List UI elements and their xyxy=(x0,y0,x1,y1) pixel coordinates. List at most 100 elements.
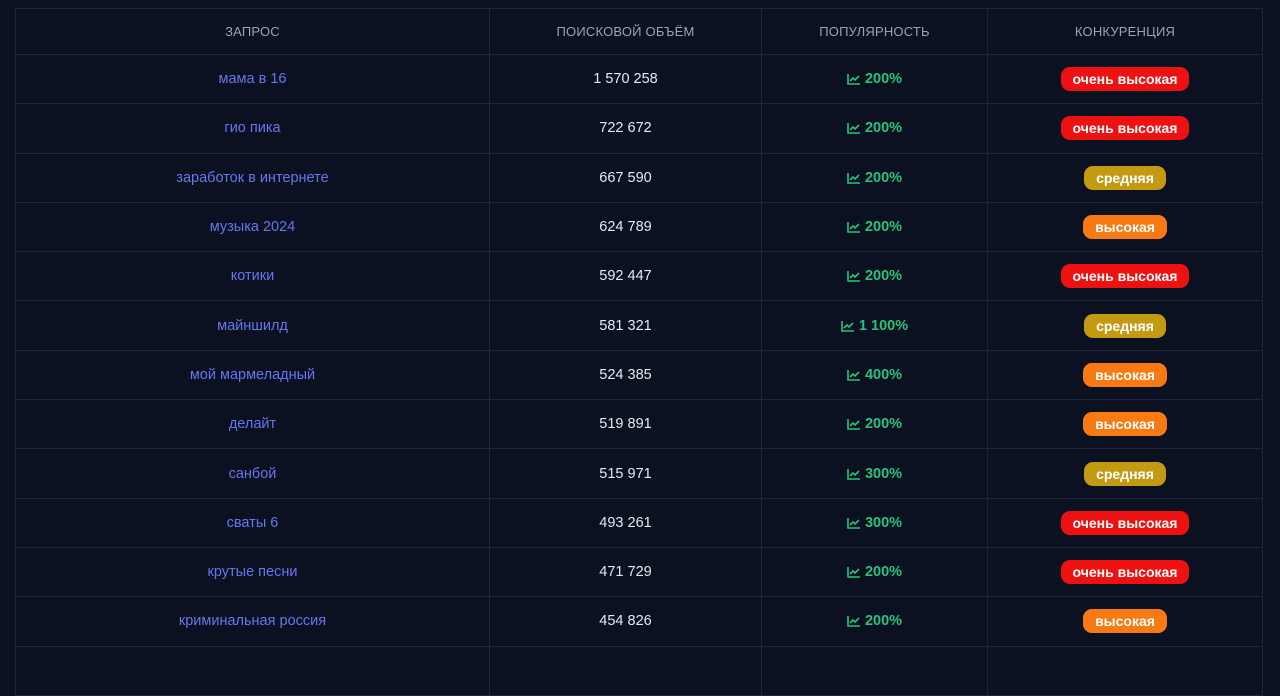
table-row: делайт 519 891 200% высокая xyxy=(15,399,1263,450)
search-volume: 471 729 xyxy=(599,564,652,581)
table-row: сваты 6 493 261 300% очень высокая xyxy=(15,497,1263,548)
popularity: 200% xyxy=(864,268,903,285)
popularity-cell: 200% xyxy=(761,546,988,598)
popularity: 200% xyxy=(864,613,903,630)
competition-badge: очень высокая xyxy=(1060,116,1190,141)
trend-icon xyxy=(847,74,860,85)
column-header: ЗАПРОС xyxy=(15,8,490,55)
query-cell: гио пика xyxy=(15,103,490,154)
volume-cell: 722 672 xyxy=(489,103,762,154)
table-row: мама в 16 1 570 258 200% очень высокая xyxy=(15,53,1263,105)
popularity-cell: 1 100% xyxy=(761,300,988,351)
query-cell: музыка 2024 xyxy=(15,201,490,253)
trend-icon xyxy=(847,567,860,578)
search-volume: 1 570 258 xyxy=(593,71,658,88)
competition-cell: высокая xyxy=(987,596,1263,647)
table-row: гио пика 722 672 200% очень высокая xyxy=(15,103,1263,154)
query-link[interactable]: мой мармеладный xyxy=(189,366,316,383)
search-volume: 667 590 xyxy=(599,169,652,186)
competition-cell: очень высокая xyxy=(987,546,1263,598)
trend-icon xyxy=(847,369,860,381)
query-link[interactable]: крутые песни xyxy=(207,564,298,581)
volume-cell: 592 447 xyxy=(489,251,762,302)
volume-cell: 667 590 xyxy=(489,152,762,203)
popularity: 200% xyxy=(864,219,903,236)
query-link[interactable]: криминальная россия xyxy=(178,613,327,630)
table-row: майншилд 581 321 1 100% средняя xyxy=(15,300,1263,351)
query-link[interactable]: заработок в интернете xyxy=(176,169,329,186)
volume-cell: 581 321 xyxy=(489,300,762,351)
query-link[interactable]: мама в 16 xyxy=(218,71,287,88)
competition-cell: очень высокая xyxy=(987,497,1263,548)
search-volume: 454 826 xyxy=(599,613,652,630)
competition-badge: средняя xyxy=(1084,461,1166,486)
popularity: 200% xyxy=(864,564,903,581)
competition-badge: очень высокая xyxy=(1060,560,1190,585)
popularity-cell: 200% xyxy=(761,399,988,450)
page: {"table": { "headers": ["ЗАПРОС", "ПОИСК… xyxy=(15,8,1263,696)
table-row: музыка 2024 624 789 200% высокая xyxy=(15,201,1263,253)
query-link[interactable]: гио пика xyxy=(224,120,281,137)
popularity-cell: 200% xyxy=(761,251,988,302)
query-cell: сваты 6 xyxy=(15,497,490,548)
popularity: 200% xyxy=(864,416,903,433)
volume-cell: 493 261 xyxy=(489,497,762,548)
table-row: мой мармеладный 524 385 400% высокая xyxy=(15,349,1263,401)
query-cell: мой мармеладный xyxy=(15,349,490,401)
query-cell: котики xyxy=(15,251,490,302)
volume-cell: 624 789 xyxy=(489,201,762,253)
volume-cell: 524 385 xyxy=(489,349,762,401)
competition-badge: высокая xyxy=(1083,609,1167,634)
competition-cell: средняя xyxy=(987,448,1263,499)
query-link[interactable]: майншилд xyxy=(217,317,288,334)
query-cell: криминальная россия xyxy=(15,596,490,647)
search-volume: 519 891 xyxy=(599,416,652,433)
popularity: 300% xyxy=(864,465,903,482)
query-link[interactable]: делайт xyxy=(228,416,277,433)
table-row: котики 592 447 200% очень высокая xyxy=(15,251,1263,302)
volume-cell: 519 891 xyxy=(489,399,762,450)
search-volume: 722 672 xyxy=(599,120,652,137)
column-header: КОНКУРЕНЦИЯ xyxy=(987,8,1263,55)
competition-cell: высокая xyxy=(987,399,1263,450)
empty-cell xyxy=(15,645,490,696)
volume-cell: 1 570 258 xyxy=(489,53,762,105)
trend-icon xyxy=(847,419,860,431)
competition-cell: средняя xyxy=(987,300,1263,351)
competition-cell: высокая xyxy=(987,349,1263,401)
popularity: 1 100% xyxy=(858,317,909,334)
trend-icon xyxy=(847,172,860,184)
trend-icon xyxy=(847,222,860,233)
query-cell: заработок в интернете xyxy=(15,152,490,203)
popularity-cell: 300% xyxy=(761,448,988,499)
trend-icon xyxy=(847,468,860,480)
query-cell: крутые песни xyxy=(15,546,490,598)
search-volume: 515 971 xyxy=(599,465,652,482)
trend-icon xyxy=(847,123,860,135)
competition-badge: высокая xyxy=(1083,412,1167,437)
search-volume: 592 447 xyxy=(599,268,652,285)
query-link[interactable]: котики xyxy=(230,268,275,285)
popularity-cell: 300% xyxy=(761,497,988,548)
query-cell: мама в 16 xyxy=(15,53,490,105)
query-cell: майншилд xyxy=(15,300,490,351)
popularity: 400% xyxy=(864,366,903,383)
column-header: ПОИСКОВОЙ ОБЪЁМ xyxy=(489,8,762,55)
popularity: 200% xyxy=(864,169,903,186)
search-volume: 581 321 xyxy=(599,317,652,334)
search-volume: 624 789 xyxy=(599,219,652,236)
trend-icon xyxy=(847,616,860,628)
popularity-cell: 400% xyxy=(761,349,988,401)
competition-cell: очень высокая xyxy=(987,53,1263,105)
popularity-cell: 200% xyxy=(761,201,988,253)
competition-cell: очень высокая xyxy=(987,103,1263,154)
competition-badge: очень высокая xyxy=(1060,510,1190,535)
query-link[interactable]: музыка 2024 xyxy=(209,219,296,236)
competition-cell: средняя xyxy=(987,152,1263,203)
empty-cell xyxy=(489,645,762,696)
query-link[interactable]: санбой xyxy=(228,465,277,482)
table-row-partial xyxy=(15,645,1263,696)
query-link[interactable]: сваты 6 xyxy=(226,514,279,531)
popularity: 300% xyxy=(864,514,903,531)
popularity-cell: 200% xyxy=(761,103,988,154)
